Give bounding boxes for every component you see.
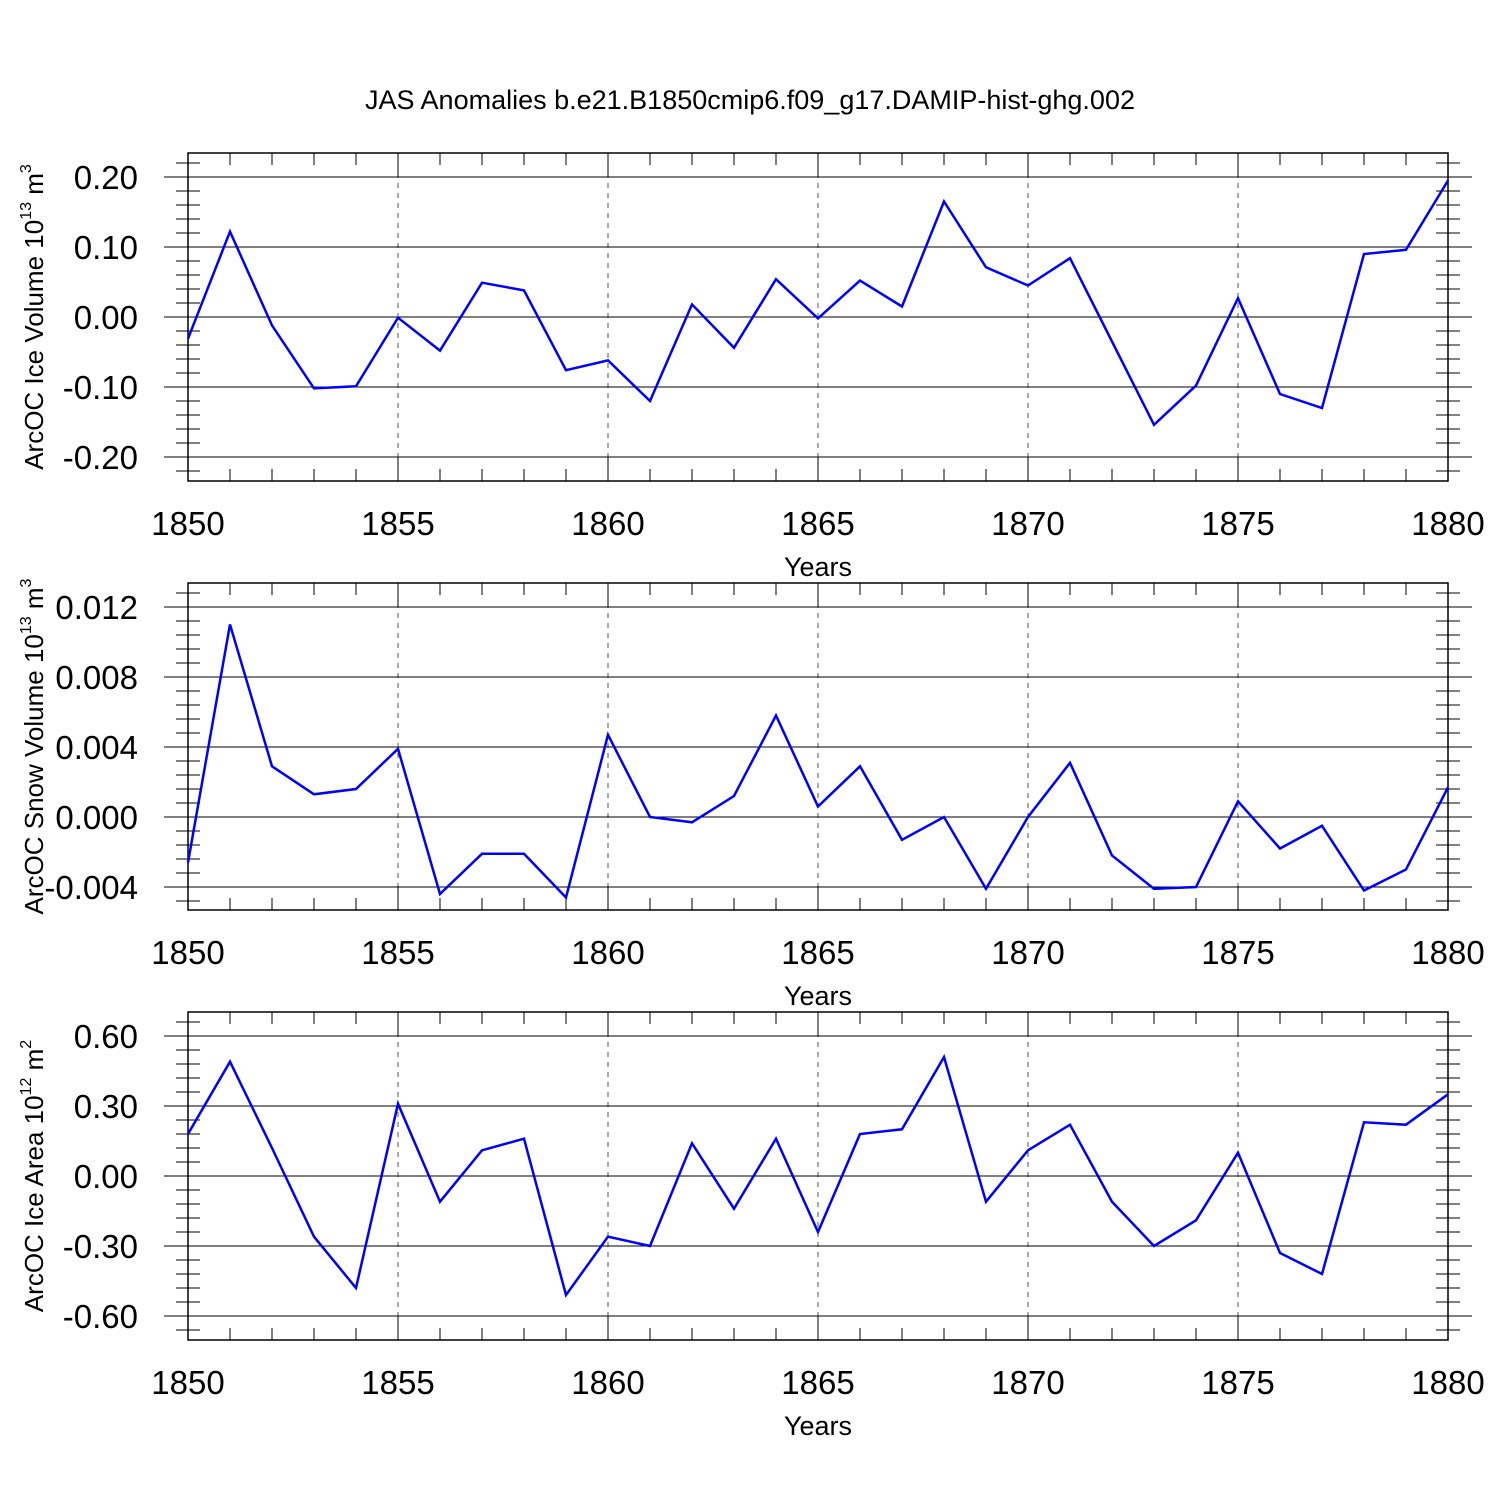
panel-ice-volume: 0.20 0.10 0.00 -0.10 -0.20 1850 1855 1860 1865 18…	[18, 152, 1485, 582]
x-axis-label: Years	[784, 1411, 852, 1441]
panel-snow-volume: 0.012 0.008 0.004 0.000 -0.004 1850 1855 1860 18…	[18, 578, 1485, 1011]
data-line	[186, 624, 1450, 900]
y-axis-label: ArcOC Ice Area 1012 m2	[18, 1040, 49, 1312]
x-tick-label: 1865	[781, 1364, 854, 1401]
x-tick-label: 1860	[571, 934, 644, 971]
y-tick-label: -0.10	[63, 369, 138, 406]
x-tick-label: 1865	[781, 505, 854, 542]
y-tick-label: 0.000	[55, 799, 138, 836]
x-tick-label: 1875	[1201, 934, 1274, 971]
x-tick-label: 1870	[991, 934, 1064, 971]
x-tick-label: 1875	[1201, 505, 1274, 542]
x-tick-label: 1850	[151, 505, 224, 542]
y-tick-label: 0.008	[55, 659, 138, 696]
data-line	[186, 179, 1450, 427]
x-axis-label: Years	[784, 552, 852, 582]
y-axis-label: ArcOC Ice Volume 1013 m3	[18, 164, 49, 470]
y-tick-label: 0.30	[74, 1088, 138, 1125]
x-tick-label: 1855	[361, 1364, 434, 1401]
x-tick-label: 1855	[361, 934, 434, 971]
x-axis-label: Years	[784, 981, 852, 1011]
x-tick-label: 1880	[1411, 505, 1484, 542]
y-tick-label: 0.00	[74, 299, 138, 336]
x-tick-label: 1860	[571, 1364, 644, 1401]
y-tick-label: -0.20	[63, 439, 138, 476]
data-line	[186, 1053, 1449, 1298]
x-tick-label: 1850	[151, 934, 224, 971]
x-tick-label: 1880	[1411, 934, 1484, 971]
x-tick-label: 1875	[1201, 1364, 1274, 1401]
y-tick-label: -0.004	[44, 869, 138, 906]
x-tick-label: 1850	[151, 1364, 224, 1401]
x-tick-label: 1865	[781, 934, 854, 971]
y-tick-label: 0.60	[74, 1018, 138, 1055]
y-tick-label: -0.60	[63, 1298, 138, 1335]
y-tick-label: 0.00	[74, 1158, 138, 1195]
y-tick-label: 0.012	[55, 589, 138, 626]
y-tick-label: -0.30	[63, 1228, 138, 1265]
y-tick-label: 0.004	[55, 729, 138, 766]
x-tick-label: 1860	[571, 505, 644, 542]
x-tick-label: 1870	[991, 1364, 1064, 1401]
y-axis-label: ArcOC Snow Volume 1013 m3	[18, 578, 49, 914]
y-tick-label: 0.10	[74, 229, 138, 266]
panel-ice-area: 0.60 0.30 0.00 -0.30 -0.60 1850 1855 1860 1865 18…	[18, 1011, 1485, 1441]
x-tick-label: 1880	[1411, 1364, 1484, 1401]
y-tick-label: 0.20	[74, 159, 138, 196]
x-tick-label: 1870	[991, 505, 1064, 542]
chart-title: JAS Anomalies b.e21.B1850cmip6.f09_g17.D…	[365, 85, 1135, 115]
x-tick-label: 1855	[361, 505, 434, 542]
